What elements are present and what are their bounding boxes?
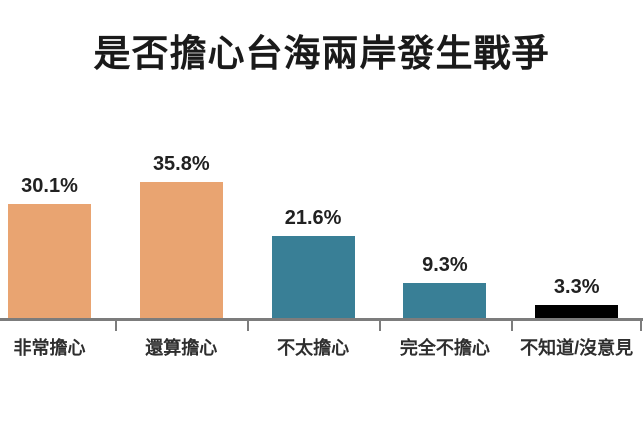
bar-1 [8, 204, 91, 318]
bar-value-label: 30.1% [21, 175, 78, 197]
category-label: 不太擔心 [277, 338, 350, 358]
bar-value-label: 21.6% [284, 207, 342, 229]
category-label: 還算擔心 [145, 338, 218, 358]
category-label: 非常擔心 [13, 338, 86, 358]
bar-3 [271, 236, 355, 318]
axis-tick [247, 318, 250, 331]
x-axis-line [0, 318, 643, 321]
category-label: 不知道/沒意見 [520, 338, 634, 358]
bar-2 [139, 182, 223, 318]
bar-4 [403, 283, 487, 318]
axis-tick [379, 318, 381, 331]
bar-5 [535, 305, 619, 318]
axis-tick [115, 318, 118, 331]
bar-value-label: 35.8% [152, 153, 210, 175]
category-label: 完全不擔心 [399, 338, 490, 358]
chart-title: 是否擔心台海兩岸發生戰爭 [93, 33, 550, 74]
axis-tick [640, 318, 642, 331]
bar-value-label: 9.3% [422, 254, 468, 276]
bar-value-label: 3.3% [553, 276, 600, 298]
axis-tick [510, 318, 513, 331]
